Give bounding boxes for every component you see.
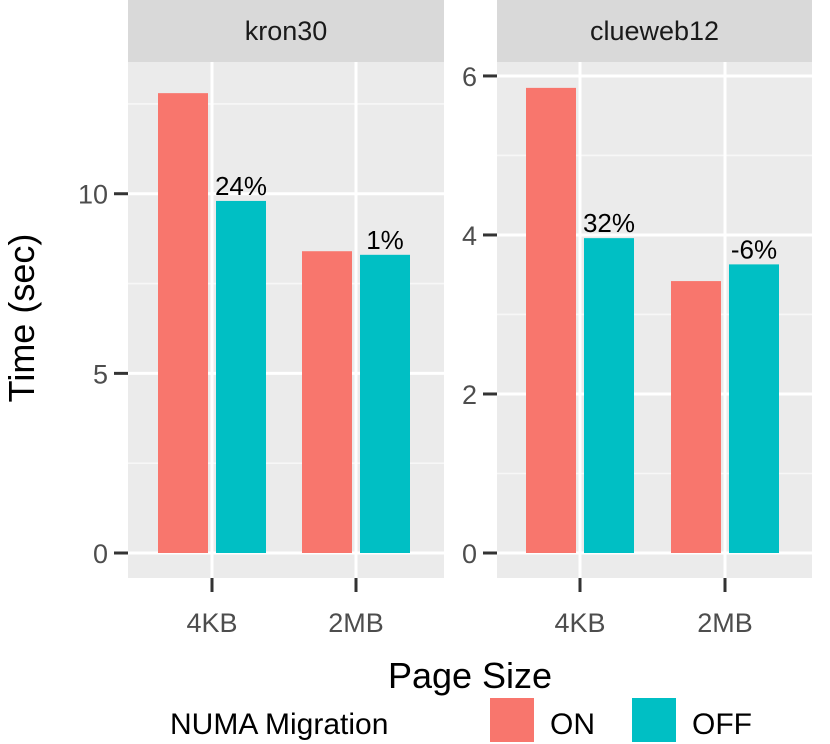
bar-on-4KB <box>526 87 576 554</box>
facet-strip-title: clueweb12 <box>590 16 719 46</box>
x-axis-title: Page Size <box>388 655 552 696</box>
legend-label-off: OFF <box>692 708 752 741</box>
y-tick-label: 0 <box>462 539 477 569</box>
y-tick-label: 2 <box>462 380 477 410</box>
bar-off-2MB <box>729 264 779 553</box>
y-tick-label: 10 <box>78 180 108 210</box>
bar-on-4KB <box>158 93 208 554</box>
x-tick-label: 4KB <box>554 608 605 638</box>
y-tick-label: 6 <box>462 62 477 92</box>
y-axis-title: Time (sec) <box>1 234 42 403</box>
y-tick-label: 0 <box>93 539 108 569</box>
x-tick-label: 4KB <box>186 608 237 638</box>
y-tick-label: 4 <box>462 221 477 251</box>
legend-swatch-on <box>490 698 534 742</box>
legend: NUMA Migration ON OFF <box>170 698 752 742</box>
facet-strip <box>128 0 444 62</box>
bar-annotation: 24% <box>215 171 267 201</box>
facet-panel-kron30: kron30 24% 1% 0 5 10 4KB 2MB <box>78 0 444 638</box>
bar-annotation: 32% <box>583 208 635 238</box>
x-tick-label: 2MB <box>697 608 753 638</box>
legend-swatch-off <box>632 698 676 742</box>
bar-annotation: 1% <box>366 225 404 255</box>
bar-off-4KB <box>584 238 634 554</box>
legend-label-on: ON <box>550 708 595 741</box>
y-tick-label: 5 <box>93 359 108 389</box>
bar-off-4KB <box>216 200 266 554</box>
facet-strip <box>497 0 812 62</box>
bar-annotation: -6% <box>731 234 777 264</box>
facet-strip-title: kron30 <box>245 16 328 46</box>
x-tick-label: 2MB <box>328 608 384 638</box>
legend-title: NUMA Migration <box>170 708 388 741</box>
bar-on-2MB <box>671 281 721 553</box>
bar-off-2MB <box>360 254 410 553</box>
facet-panels: kron30 24% 1% 0 5 10 4KB 2MB clueweb12 32% -6% 0 2 4 6… <box>78 0 812 638</box>
facet-panel-clueweb12: clueweb12 32% -6% 0 2 4 6 4KB 2MB <box>462 0 812 638</box>
bar-on-2MB <box>302 251 352 553</box>
